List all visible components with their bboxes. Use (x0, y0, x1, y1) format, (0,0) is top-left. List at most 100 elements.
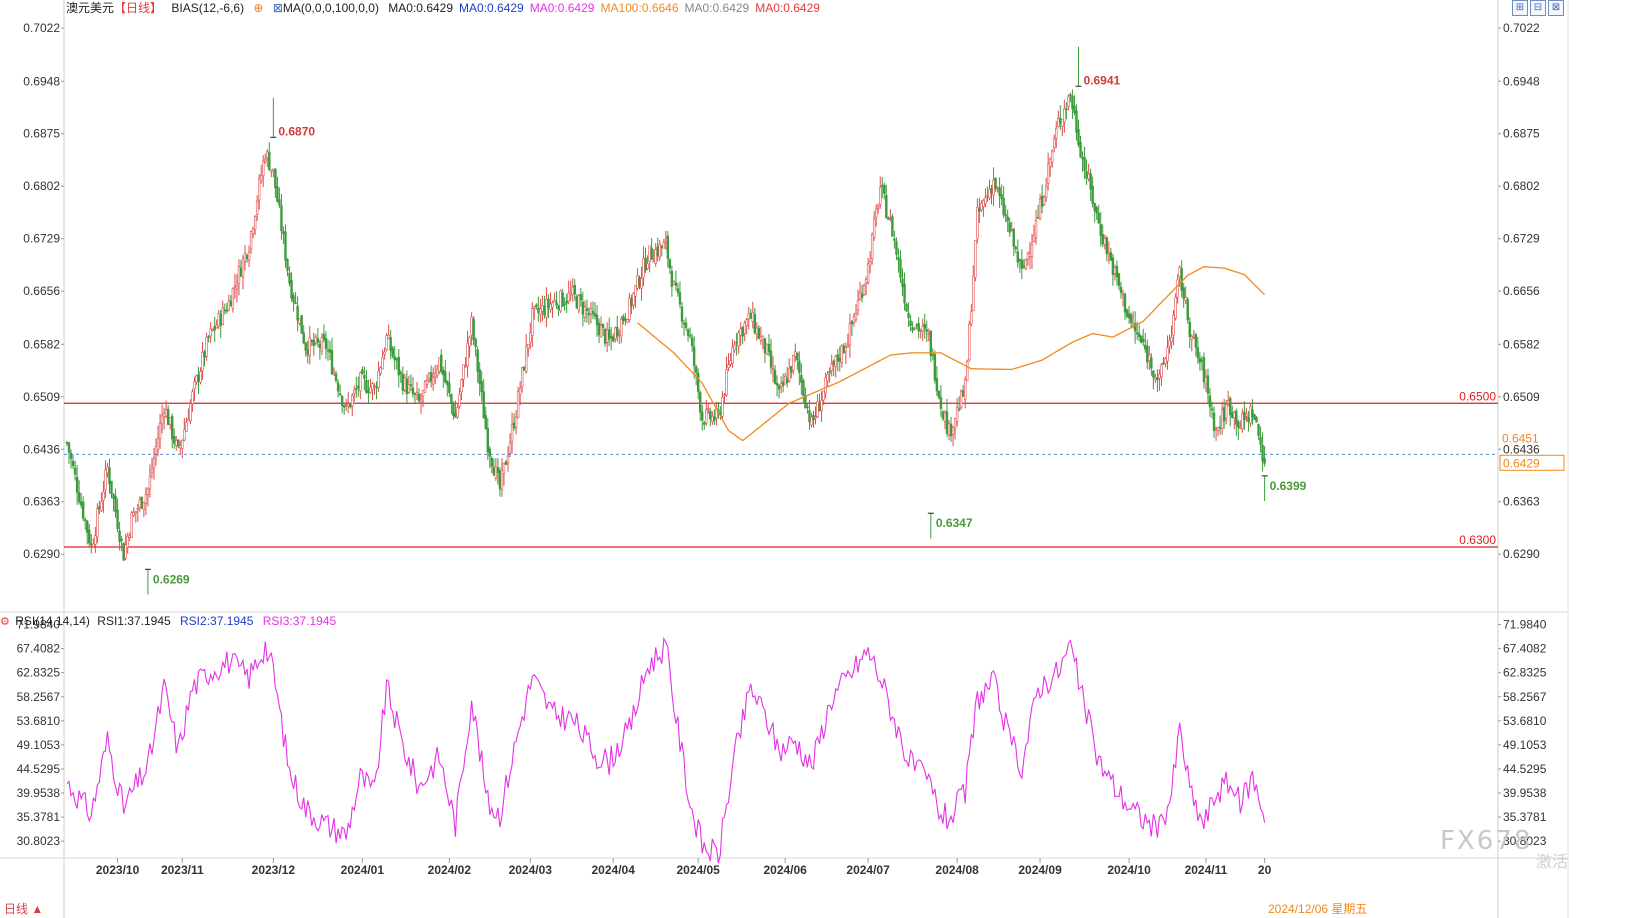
current-high-label: 0.6451 (1502, 431, 1539, 445)
candle-body (142, 502, 146, 510)
candle-body (525, 345, 528, 373)
candle-body (1154, 377, 1157, 380)
candle-body (939, 397, 943, 409)
candle-body (541, 305, 544, 312)
candle-body (968, 324, 971, 361)
price-tick-left: 0.6509 (23, 390, 60, 404)
candle-body (769, 350, 773, 368)
candle-body (1245, 414, 1248, 417)
candle-body (547, 298, 550, 308)
candle-body (529, 332, 532, 343)
candle-body (694, 366, 698, 373)
candle-body (531, 308, 534, 336)
candle-body (539, 308, 542, 315)
candle-body (308, 337, 311, 357)
period-switch-button[interactable]: 日线 ▲ (4, 902, 44, 916)
candle-body (632, 293, 635, 306)
candle-body (304, 342, 307, 351)
ma-settings-icon[interactable]: ⊠ (272, 1, 283, 15)
x-tick-label: 2024/06 (763, 863, 807, 877)
candle-body (385, 335, 388, 350)
candle-body (1032, 234, 1036, 243)
candle-body (1022, 265, 1026, 268)
candle-body (664, 238, 668, 242)
candle-body (1101, 234, 1104, 245)
candle-body (288, 272, 291, 284)
candle-body (1160, 364, 1163, 378)
candle-body (976, 206, 979, 240)
candle-body (403, 377, 407, 391)
candle-body (846, 345, 850, 348)
candle-body (476, 349, 479, 372)
candle-body (682, 322, 686, 325)
rsi-tick-left: 71.9840 (17, 618, 61, 632)
candle-body (684, 322, 688, 328)
x-tick-label: 2023/12 (252, 863, 296, 877)
candle-body (140, 497, 144, 509)
candle-body (112, 493, 115, 499)
candle-body (891, 216, 894, 237)
candle-body (1190, 336, 1193, 340)
candle-body (195, 375, 198, 383)
candle-body (597, 322, 601, 336)
expand-icon[interactable]: ⊞ (1512, 0, 1528, 16)
candle-body (820, 400, 823, 412)
candle-body (251, 228, 255, 235)
candle-body (1206, 375, 1210, 394)
candle-body (207, 336, 210, 338)
candle-body (996, 187, 999, 190)
candle-body (1000, 194, 1003, 199)
candle-body (1249, 406, 1252, 424)
period-label[interactable]: 【日线】 (114, 1, 163, 15)
candle-body (1135, 332, 1139, 335)
candle-body (92, 543, 95, 548)
rsi-tick-left: 49.1053 (17, 738, 61, 752)
ma-indicator-label[interactable]: MA(0,0,0,100,0,0) (282, 1, 379, 15)
candle-body (763, 338, 767, 354)
candle-body (577, 295, 581, 311)
candle-body (741, 327, 744, 337)
price-tick-left: 0.6802 (23, 179, 60, 193)
candle-body (134, 511, 137, 514)
candle-body (496, 467, 500, 474)
candle-body (199, 371, 202, 383)
price-tick-right: 0.6290 (1503, 547, 1540, 561)
price-tick-right: 0.6509 (1503, 390, 1540, 404)
rsi-indicator-label[interactable]: RSI(14,14,14) (15, 614, 90, 628)
price-tick-left: 0.7022 (23, 21, 60, 35)
candle-body (355, 388, 358, 390)
candle-body (257, 178, 261, 201)
ma-value-5: MA0:0.6429 (755, 1, 820, 15)
candle-body (203, 351, 206, 358)
rsi-tick-right: 67.4082 (1503, 642, 1547, 656)
candle-body (692, 346, 696, 367)
close-panel-icon[interactable]: ⊠ (1548, 0, 1564, 16)
candle-body (73, 467, 77, 475)
candle-body (1142, 338, 1145, 343)
candle-body (320, 337, 324, 352)
candle-body (705, 409, 708, 424)
candle-body (351, 395, 354, 407)
candle-body (1026, 253, 1030, 260)
candle-body (1224, 404, 1228, 419)
candle-body (1008, 222, 1011, 233)
candle-body (130, 512, 133, 539)
candle-body (438, 357, 441, 373)
chart-header: 澳元美元【日线】 BIAS(12,-6,6) ⊕ ⊠MA(0,0,0,100,0… (0, 0, 1568, 18)
candle-body (209, 328, 212, 337)
candle-body (959, 390, 963, 408)
settings-icon[interactable]: ⊕ (253, 1, 264, 15)
ma-value-2: MA0:0.6429 (529, 1, 595, 15)
rsi-settings-icon[interactable]: ⚙ (0, 615, 10, 628)
restore-icon[interactable]: ⊟ (1530, 0, 1546, 16)
candle-body (278, 199, 281, 206)
candle-body (953, 418, 957, 429)
candle-body (75, 476, 79, 493)
candle-body (1150, 357, 1153, 369)
extreme-label-0.6269: 0.6269 (153, 572, 190, 586)
candle-body (848, 323, 852, 346)
candle-body (1063, 108, 1066, 123)
candle-body (448, 383, 451, 394)
candle-body (1208, 395, 1212, 408)
bias-indicator-label[interactable]: BIAS(12,-6,6) (171, 1, 245, 15)
